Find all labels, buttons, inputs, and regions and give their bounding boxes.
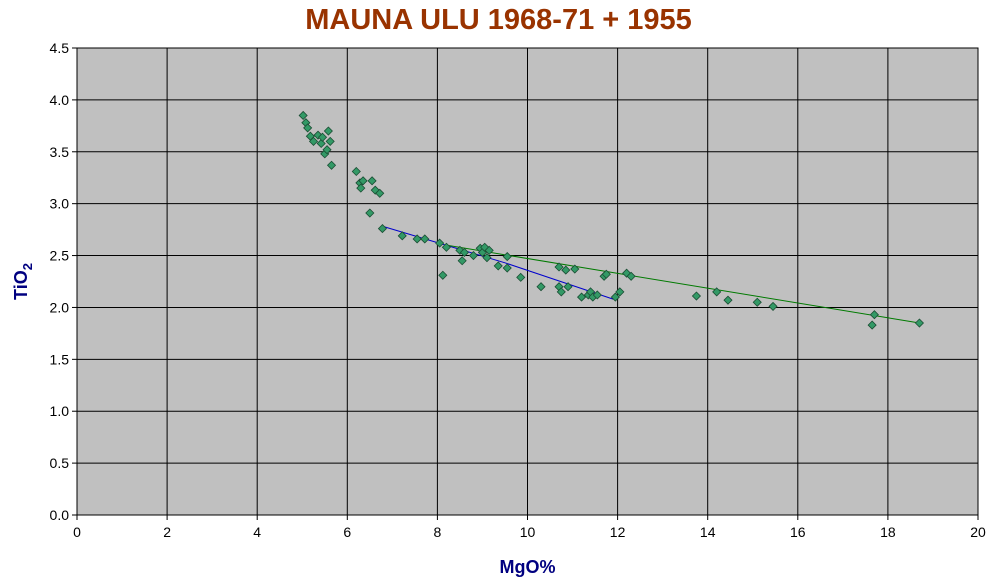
data-point xyxy=(367,176,377,186)
data-point xyxy=(420,234,430,244)
y-tick-label: 0.0 xyxy=(50,507,70,523)
data-point xyxy=(576,292,587,302)
data-point xyxy=(326,160,337,170)
x-tick-label: 2 xyxy=(163,524,171,540)
x-tick-label: 10 xyxy=(520,524,536,540)
y-tick-label: 0.5 xyxy=(50,455,70,471)
data-point xyxy=(516,272,526,282)
x-tick-label: 0 xyxy=(73,524,81,540)
data-point xyxy=(622,268,632,278)
data-point xyxy=(323,126,333,136)
x-tick-label: 6 xyxy=(343,524,351,540)
data-point xyxy=(554,262,564,272)
data-point xyxy=(377,224,388,234)
data-point xyxy=(308,136,319,146)
data-point xyxy=(561,265,571,275)
data-point xyxy=(356,183,366,193)
data-point xyxy=(303,123,313,133)
x-tick-label: 14 xyxy=(700,524,716,540)
y-axis-label: TiO2 xyxy=(11,263,35,300)
data-point xyxy=(563,282,573,292)
x-tick-label: 4 xyxy=(253,524,261,540)
data-point xyxy=(441,242,451,252)
y-tick-label: 2.5 xyxy=(50,248,70,264)
y-tick-label: 3.0 xyxy=(50,196,70,212)
data-point xyxy=(365,208,375,218)
data-points xyxy=(298,110,925,330)
data-point xyxy=(370,185,380,195)
data-point xyxy=(691,291,702,301)
data-point xyxy=(435,238,445,248)
data-point xyxy=(536,282,546,292)
y-axis-label-main: TiO xyxy=(11,270,31,300)
data-point xyxy=(438,270,448,280)
data-point xyxy=(317,132,328,142)
data-point xyxy=(867,320,877,330)
data-point xyxy=(502,252,512,262)
data-point xyxy=(459,247,469,258)
data-point xyxy=(351,166,361,177)
data-point xyxy=(484,245,494,255)
data-point xyxy=(455,245,465,255)
y-tick-label: 1.5 xyxy=(50,351,70,367)
data-point xyxy=(457,256,467,266)
data-point xyxy=(626,271,636,281)
data-point xyxy=(723,295,733,305)
data-point xyxy=(601,269,611,279)
data-point xyxy=(322,145,332,155)
data-point xyxy=(325,136,335,146)
data-point xyxy=(480,242,490,252)
data-point xyxy=(752,297,762,307)
data-point xyxy=(468,250,479,261)
y-tick-label: 4.0 xyxy=(50,92,70,108)
data-point xyxy=(493,261,503,271)
x-tick-label: 8 xyxy=(434,524,442,540)
x-tick-label: 20 xyxy=(970,524,986,540)
trendline xyxy=(446,244,920,324)
data-point xyxy=(375,188,385,198)
y-tick-label: 4.5 xyxy=(50,40,70,56)
x-axis-label: MgO% xyxy=(500,557,556,577)
data-point xyxy=(298,110,308,121)
data-point xyxy=(502,263,512,273)
y-axis-label-subscript: 2 xyxy=(20,263,35,270)
y-tick-label: 2.0 xyxy=(50,299,70,315)
data-point xyxy=(358,176,368,186)
data-point xyxy=(412,234,422,244)
data-point xyxy=(610,292,620,302)
data-point xyxy=(869,310,879,320)
tick-labels: 0 2 4 6 8 10 12 14 16 18 20 0.0 0.5 1.0 1.5 2.0 2.5 3.0 3.… xyxy=(50,40,986,540)
data-point xyxy=(914,318,925,328)
y-tick-label: 1.0 xyxy=(50,403,70,419)
data-point xyxy=(768,301,778,311)
data-point xyxy=(556,287,566,297)
x-tick-label: 16 xyxy=(790,524,806,540)
x-tick-label: 18 xyxy=(880,524,896,540)
chart-title: MAUNA ULU 1968-71 + 1955 xyxy=(305,4,692,36)
y-tick-label: 3.5 xyxy=(50,144,70,160)
data-point xyxy=(712,287,722,297)
data-point xyxy=(615,287,625,297)
data-point xyxy=(397,231,407,241)
data-point xyxy=(570,264,580,274)
data-point xyxy=(592,290,602,300)
data-point xyxy=(316,138,326,149)
x-tick-label: 12 xyxy=(610,524,626,540)
data-point xyxy=(482,253,492,263)
